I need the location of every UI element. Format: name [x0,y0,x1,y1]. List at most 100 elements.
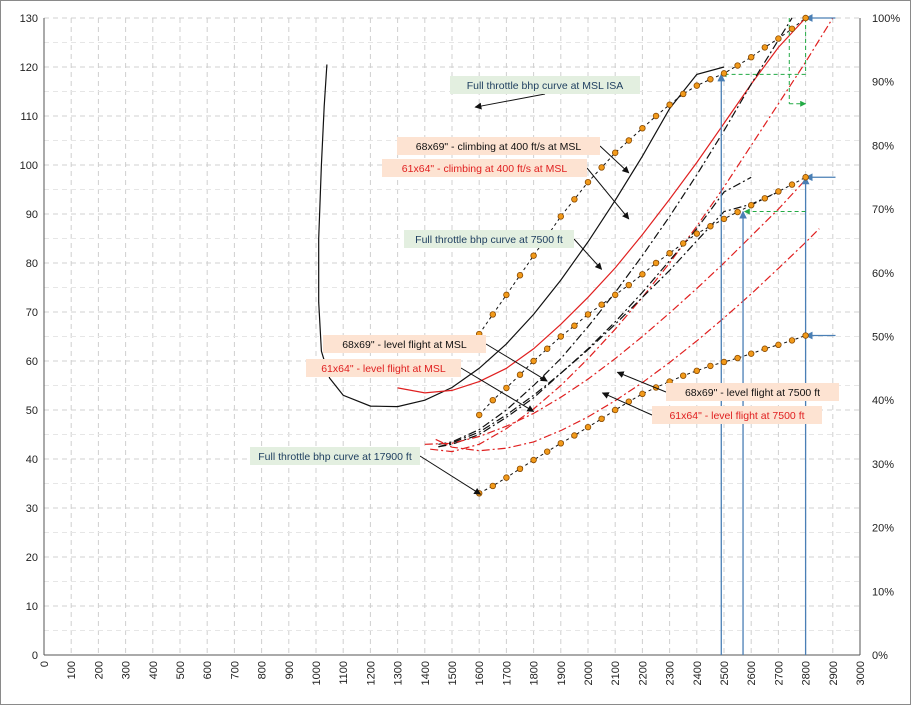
data-point [788,25,796,32]
y2-tick-label: 50% [872,332,894,344]
tick-labels: 0 10 20 30 40 50 60 70 80 90 100 110 120 130 0% 10% 20% 3… [20,13,901,685]
data-point [693,367,700,374]
x-tick-label: 2000 [583,661,595,685]
y2-tick-label: 40% [872,395,894,407]
data-point [571,432,578,439]
annotation-label: 68x69" - level flight at MSL [342,339,467,351]
series-line-8 [424,179,807,445]
annotation-box [323,335,486,353]
data-point [707,362,714,370]
y-tick-label: 70 [26,307,38,319]
annotation-label: 61x64" - climbing at 400 ft/s at MSL [402,163,568,175]
x-tick-label: 0 [39,661,51,667]
y2-tick-label: 10% [872,586,894,598]
x-tick-label: 2800 [801,661,813,685]
x-tick-label: 1600 [474,661,486,685]
y-tick-label: 30 [26,503,38,515]
y-tick-label: 100 [20,160,38,172]
annotation-label: Full throttle bhp curve at MSL ISA [467,80,624,92]
data-point [761,345,768,352]
annotation-box [306,359,461,377]
x-tick-label: 2500 [719,661,731,685]
annotation-label: Full throttle bhp curve at 17900 ft [258,451,412,463]
data-point [503,384,510,392]
data-point [748,350,755,357]
data-point [775,35,782,42]
data-point [761,44,768,51]
annotation-label: 61x64" - level flight at MSL [321,363,446,375]
x-tick-label: 600 [202,661,214,679]
annotation-label: 61x64" - level flight at 7500 ft [669,410,804,422]
data-point [625,281,632,289]
data-point [489,311,496,318]
data-point [775,188,782,195]
data-point [557,440,564,447]
series-line-9 [438,191,779,448]
y2-tick-label: 0% [872,650,888,662]
data-point [557,213,564,220]
data-point [734,208,741,216]
data-point [584,423,592,431]
x-tick-label: 2900 [828,661,840,685]
y2-tick-label: 70% [872,204,894,216]
data-point [788,337,796,344]
data-point [775,341,782,349]
annotations: Full throttle bhp curve at MSL ISA 68x69"… [250,76,839,495]
y-tick-label: 60 [26,356,38,368]
annotation-box [404,230,574,248]
data-point [639,271,646,278]
series-lines [318,17,834,494]
x-tick-label: 3000 [855,661,867,685]
axes [43,18,861,656]
annotation-arrow [599,145,630,174]
annotation-arrow [573,238,603,270]
x-tick-label: 300 [121,661,133,679]
data-point [598,415,605,423]
y2-tick-label: 100% [872,13,900,25]
data-point [557,333,564,340]
data-point [516,371,524,378]
y-tick-label: 0 [32,650,38,662]
data-point [652,259,660,267]
data-point [516,272,524,279]
data-point [693,230,700,237]
data-point [598,301,605,308]
annotation-box [666,383,839,401]
x-tick-label: 200 [93,661,105,679]
annotation-label: Full throttle bhp curve at 7500 ft [415,234,563,246]
annotation-arrow [586,167,630,220]
data-point [707,76,714,83]
data-point [788,181,796,188]
y2-tick-label: 60% [872,268,894,280]
x-tick-label: 1200 [365,661,377,685]
data-point [516,465,524,472]
y-tick-label: 120 [20,62,38,74]
series-line-5 [438,17,793,445]
x-tick-label: 2400 [692,661,704,685]
x-tick-label: 1700 [501,661,513,685]
data-point [544,448,551,455]
data-point [639,125,646,132]
data-point [476,411,483,419]
x-tick-label: 1100 [338,661,350,685]
x-tick-label: 1400 [420,661,432,685]
data-point [598,164,605,171]
data-point [530,456,537,464]
data-point [720,358,728,366]
x-tick-label: 1500 [447,661,459,685]
data-point [707,223,714,230]
data-point [748,54,755,61]
data-point [748,201,755,209]
data-point [802,332,809,339]
data-point [680,240,687,247]
annotation-arrow [485,343,548,382]
annotation-arrow [474,93,546,110]
y-tick-label: 110 [20,111,38,123]
data-point [530,252,537,259]
data-point [734,354,741,362]
y-tick-label: 20 [26,552,38,564]
x-tick-label: 2100 [610,661,622,685]
series-line-6 [430,17,834,453]
data-point [612,291,619,299]
